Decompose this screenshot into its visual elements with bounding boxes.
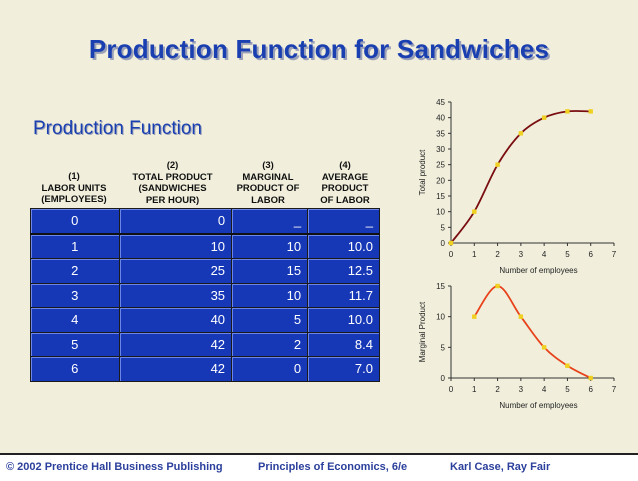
marginal-product-x-axis-label: Number of employees [499, 401, 577, 410]
total-product-y-tick-label: 20 [436, 176, 445, 185]
table-row: 0 0 _ _ [30, 208, 380, 235]
footer: © 2002 Prentice Hall Business Publishing… [0, 453, 638, 481]
cell-marginal-product: 2 [231, 331, 309, 357]
cell-total-product: 0 [118, 208, 233, 235]
header-marginal-product: (3) MARGINAL PRODUCT OF LABOR [236, 160, 300, 206]
cell-total-product: 40 [118, 307, 233, 333]
total-product-data-point [448, 240, 454, 246]
marginal-product-data-point [472, 314, 477, 319]
cell-marginal-product: 10 [231, 233, 309, 259]
table-row: 2 25 15 12.5 [30, 258, 380, 284]
total-product-y-tick-label: 35 [436, 129, 445, 138]
table-header: (1) LABOR UNITS (EMPLOYEES) (2) TOTAL PRODU… [30, 160, 380, 210]
marginal-product-x-tick-label: 3 [519, 385, 524, 394]
total-product-y-tick-label: 30 [436, 145, 445, 154]
table-row: 1 10 10 10.0 [30, 233, 380, 259]
total-product-x-tick-label: 6 [588, 250, 593, 259]
cell-total-product: 10 [118, 233, 233, 259]
footer-copyright: © 2002 Prentice Hall Business Publishing [6, 461, 223, 473]
footer-book-title: Principles of Economics, 6/e [258, 461, 408, 473]
marginal-product-y-tick-label: 10 [436, 313, 445, 322]
total-product-x-tick-label: 2 [495, 250, 500, 259]
table-row: 5 42 2 8.4 [30, 331, 380, 357]
total-product-data-point [472, 209, 477, 214]
total-product-x-axis-label: Number of employees [499, 266, 577, 275]
marginal-product-y-tick-label: 15 [436, 282, 445, 291]
marginal-product-data-point [518, 314, 524, 319]
marginal-product-x-tick-label: 2 [495, 385, 500, 394]
total-product-x-tick-label: 3 [519, 250, 524, 259]
cell-average-product: _ [307, 208, 380, 235]
total-product-data-point [541, 115, 547, 120]
marginal-product-data-point [588, 375, 593, 381]
total-product-y-tick-label: 45 [436, 98, 445, 107]
total-product-data-point [495, 162, 500, 167]
total-product-y-tick-label: 25 [436, 161, 445, 170]
cell-marginal-product: 0 [231, 356, 309, 382]
cell-labor-units: 0 [30, 208, 120, 235]
cell-marginal-product: _ [231, 208, 309, 235]
total-product-curve [450, 110, 591, 244]
cell-average-product: 8.4 [307, 331, 380, 357]
marginal-product-x-tick-label: 0 [449, 385, 454, 394]
total-product-data-point [518, 131, 524, 136]
total-product-x-tick-label: 0 [449, 250, 454, 259]
table-row: 6 42 0 7.0 [30, 356, 380, 382]
page-title: Production Function for Sandwiches [88, 34, 550, 64]
marginal-product-y-axis-label: Marginal Product [418, 301, 427, 362]
cell-labor-units: 6 [30, 356, 120, 382]
marginal-product-curve [473, 285, 592, 379]
table-row: 4 40 5 10.0 [30, 307, 380, 333]
total-product-y-tick-label: 15 [436, 192, 445, 201]
header-average-product: (4) AVERAGE PRODUCT OF LABOR [320, 160, 370, 206]
marginal-product-y-tick-label: 0 [441, 374, 446, 383]
marginal-product-x-tick-label: 6 [588, 385, 593, 394]
total-product-y-tick-label: 10 [436, 208, 445, 217]
marginal-product-x-tick-label: 4 [542, 385, 547, 394]
total-product-x-tick-label: 5 [565, 250, 570, 259]
table-row: 3 35 10 11.7 [30, 282, 380, 308]
marginal-product-data-point [541, 345, 547, 350]
cell-average-product: 11.7 [307, 282, 380, 308]
header-labor-units: (1) LABOR UNITS (EMPLOYEES) [41, 171, 107, 205]
cell-labor-units: 1 [30, 233, 120, 259]
cell-average-product: 10.0 [307, 233, 380, 259]
total-product-y-tick-label: 5 [441, 223, 446, 232]
marginal-product-x-tick-label: 1 [472, 385, 477, 394]
total-product-y-tick-label: 0 [441, 239, 446, 248]
total-product-y-axis-label: Total product [418, 149, 427, 196]
total-product-y-tick-label: 40 [436, 114, 445, 123]
header-total-product: (2) TOTAL PRODUCT (SANDWICHES PER HOUR) [132, 160, 213, 206]
section-subtitle: Production Function [33, 118, 202, 139]
production-table: 0 0 _ _ 1 10 10 10.0 2 25 15 12.5 3 35 10 11.7 4 40 5 10.0 5… [30, 208, 380, 382]
cell-labor-units: 2 [30, 258, 120, 284]
marginal-product-y-tick-label: 5 [441, 343, 446, 352]
marginal-product-data-point [565, 363, 570, 368]
cell-average-product: 10.0 [307, 307, 380, 333]
cell-labor-units: 3 [30, 282, 120, 308]
total-product-data-point [588, 109, 593, 114]
marginal-product-data-point [495, 283, 500, 289]
total-product-x-tick-label: 7 [612, 250, 617, 259]
marginal-product-x-tick-label: 7 [612, 385, 617, 394]
total-product-x-tick-label: 4 [542, 250, 547, 259]
marginal-product-x-tick-label: 5 [565, 385, 570, 394]
footer-authors: Karl Case, Ray Fair [450, 461, 551, 473]
total-product-data-point [565, 109, 570, 114]
cell-average-product: 12.5 [307, 258, 380, 284]
cell-average-product: 7.0 [307, 356, 380, 382]
cell-total-product: 42 [118, 331, 233, 357]
total-product-x-tick-label: 1 [472, 250, 477, 259]
